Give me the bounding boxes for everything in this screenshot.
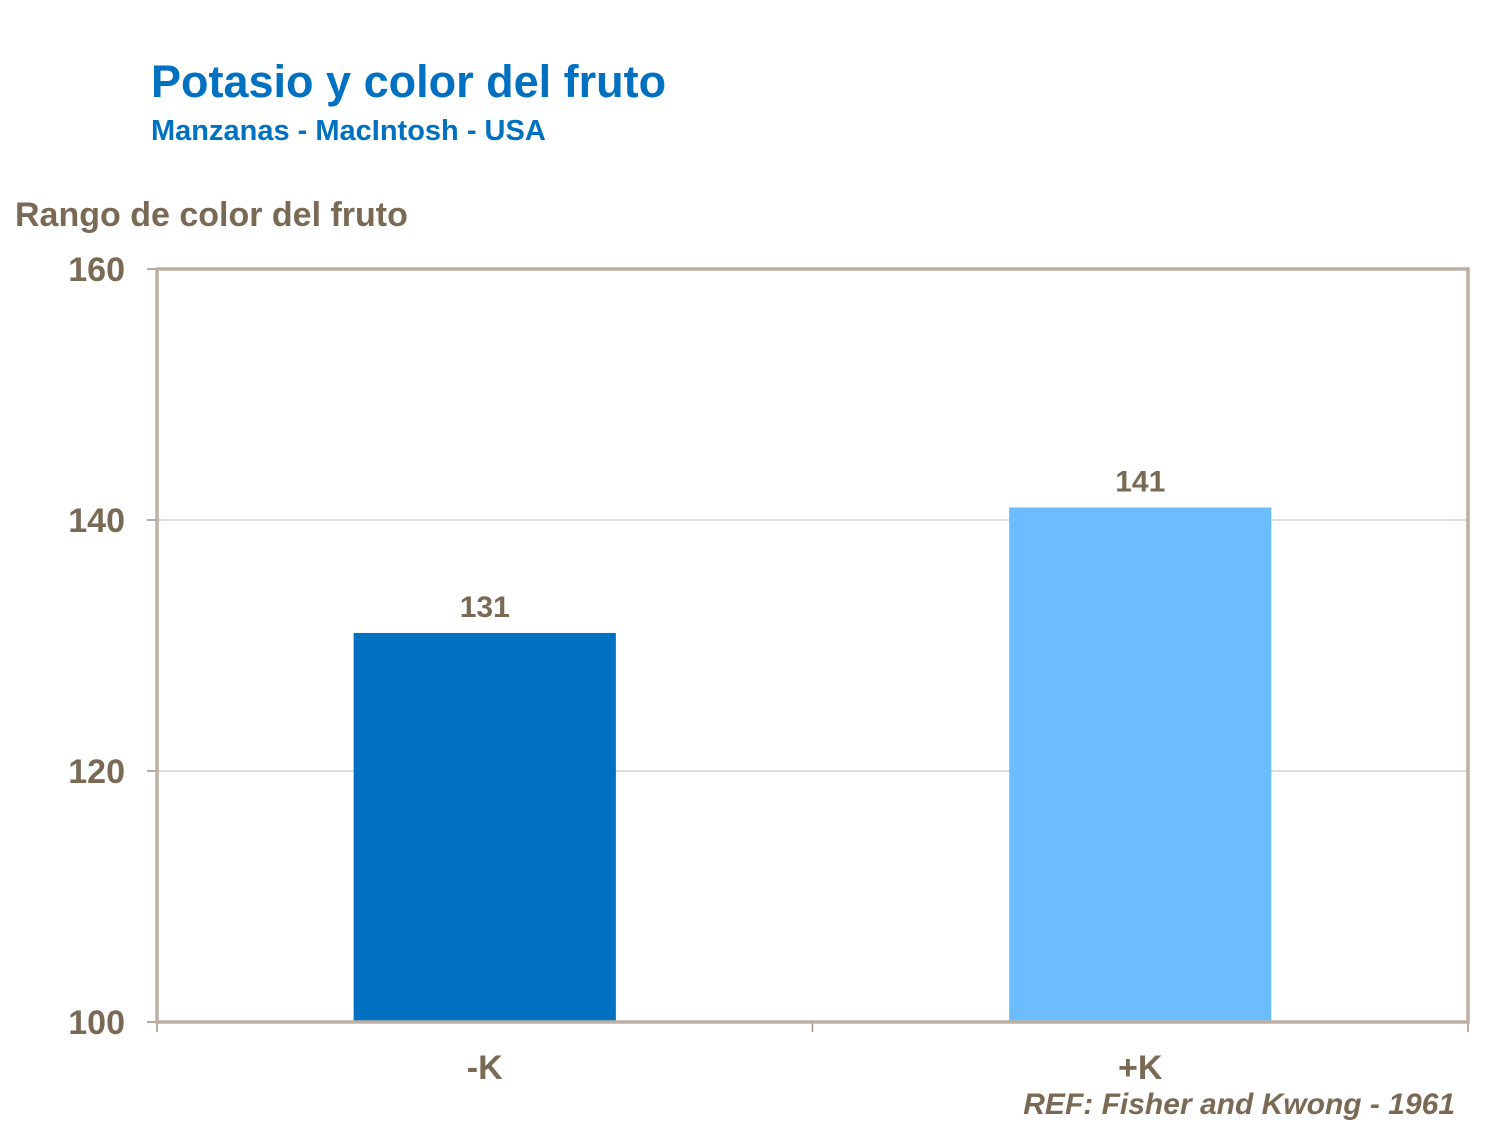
bar bbox=[1009, 507, 1272, 1022]
data-label: 131 bbox=[460, 591, 510, 624]
reference-note: REF: Fisher and Kwong - 1961 bbox=[1023, 1088, 1455, 1121]
x-tick-label: -K bbox=[467, 1049, 503, 1087]
y-tick-label: 100 bbox=[68, 1004, 125, 1042]
x-tick-label: +K bbox=[1118, 1049, 1163, 1087]
plot-frame bbox=[155, 267, 1470, 1024]
y-tick-label: 120 bbox=[68, 753, 125, 791]
chart-subtitle: Manzanas - MacIntosh - USA bbox=[151, 115, 546, 147]
bar bbox=[353, 632, 616, 1022]
data-label: 141 bbox=[1115, 465, 1165, 498]
y-tick-label: 140 bbox=[68, 502, 125, 540]
chart-title: Potasio y color del fruto bbox=[151, 56, 667, 107]
y-tick-label: 160 bbox=[68, 251, 125, 289]
y-axis-label: Rango de color del fruto bbox=[15, 196, 408, 234]
